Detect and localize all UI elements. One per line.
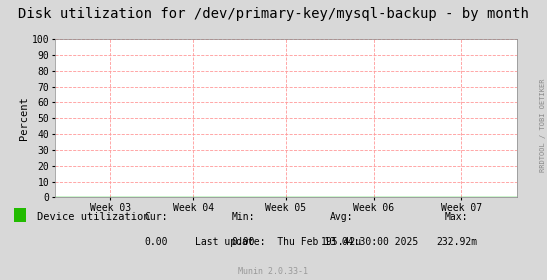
Text: Disk utilization for /dev/primary-key/mysql-backup - by month: Disk utilization for /dev/primary-key/my…: [18, 7, 529, 21]
Text: 195.42u: 195.42u: [321, 237, 363, 247]
Text: Max:: Max:: [445, 212, 468, 222]
Text: Device utilization: Device utilization: [37, 212, 150, 222]
Y-axis label: Percent: Percent: [19, 96, 29, 140]
Text: 0.00: 0.00: [144, 237, 167, 247]
Text: Munin 2.0.33-1: Munin 2.0.33-1: [238, 267, 309, 276]
Text: 0.00: 0.00: [232, 237, 255, 247]
Text: 232.92m: 232.92m: [436, 237, 478, 247]
Text: Cur:: Cur:: [144, 212, 167, 222]
Text: Last update:  Thu Feb 13 04:30:00 2025: Last update: Thu Feb 13 04:30:00 2025: [195, 237, 418, 247]
Text: Avg:: Avg:: [330, 212, 353, 222]
Text: Min:: Min:: [232, 212, 255, 222]
Text: RRDTOOL / TOBI OETIKER: RRDTOOL / TOBI OETIKER: [540, 78, 546, 172]
